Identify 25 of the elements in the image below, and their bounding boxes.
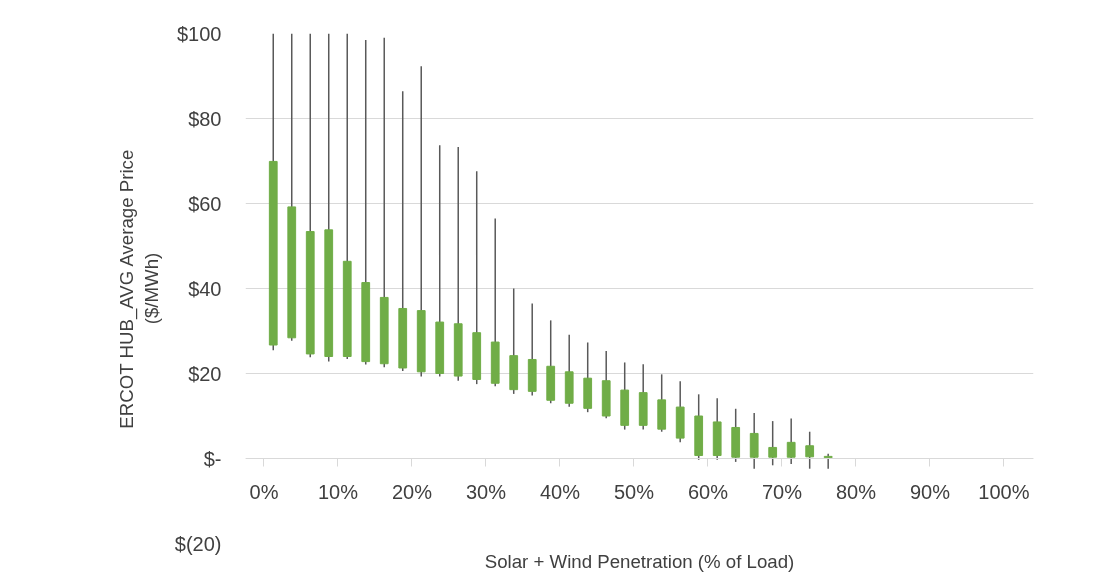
x-tick-label: 50%: [613, 480, 655, 503]
y-tick-label: $-: [203, 447, 222, 470]
x-tick-label: 100%: [978, 480, 1030, 503]
x-tick-label: 10%: [317, 480, 359, 503]
x-tick-label: 0%: [249, 480, 279, 503]
x-axis-title: Solar + Wind Penetration (% of Load): [484, 550, 795, 572]
candlestick: [768, 420, 778, 467]
y-tick-label: $60: [188, 192, 222, 215]
candlestick: [823, 453, 833, 470]
x-tick-label: 20%: [391, 480, 433, 503]
x-tick-label: 80%: [835, 480, 877, 503]
y-tick-label: $80: [188, 107, 222, 130]
y-tick-label: $(20): [174, 532, 222, 555]
y-tick-label: $20: [188, 362, 222, 385]
y-tick-label: $40: [188, 277, 222, 300]
x-tick-label: 60%: [687, 480, 729, 503]
y-axis-title: ERCOT HUB_AVG Average Price ($/MWh): [115, 149, 162, 429]
candlestick: [805, 430, 815, 470]
x-tick-label: 40%: [539, 480, 581, 503]
candlestick: [749, 412, 759, 470]
x-tick-label: 90%: [909, 480, 951, 503]
y-tick-label: $100: [177, 22, 222, 45]
x-tick-label: 70%: [761, 480, 803, 503]
candlestick: [786, 417, 796, 465]
x-tick-label: 30%: [465, 480, 507, 503]
